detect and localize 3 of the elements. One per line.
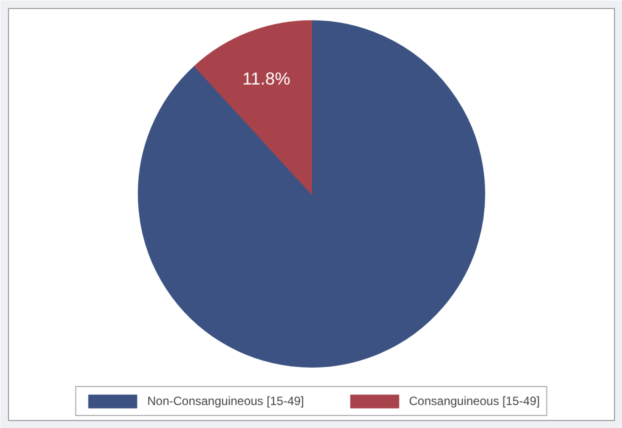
legend-label: Non-Consanguineous [15-49]: [147, 394, 304, 408]
data-label: 11.8%: [242, 68, 290, 89]
legend-label: Consanguineous [15-49]: [409, 394, 540, 408]
